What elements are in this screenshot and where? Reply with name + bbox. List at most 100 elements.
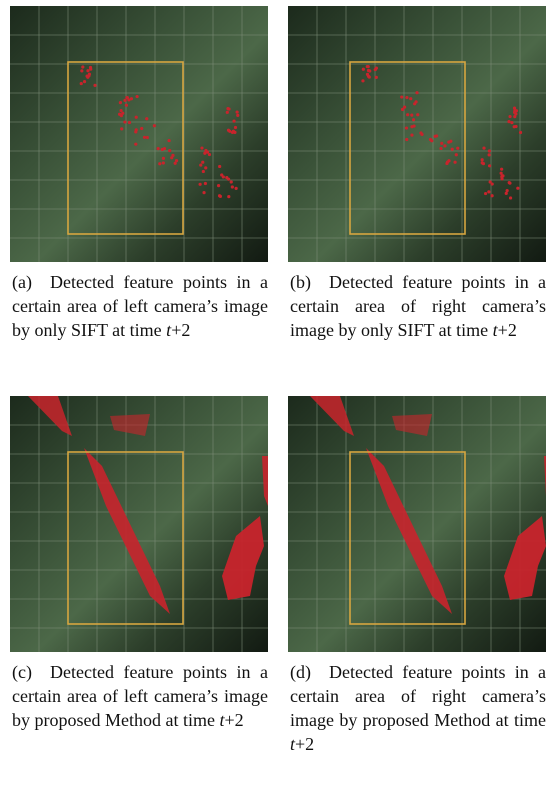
feature-point	[489, 180, 492, 183]
feature-point	[484, 192, 487, 195]
feature-point	[405, 138, 408, 141]
feature-point	[453, 161, 456, 164]
feature-point	[168, 149, 171, 152]
feature-point	[232, 130, 235, 133]
feature-point	[412, 124, 415, 127]
feature-point	[235, 187, 238, 190]
feature-point	[161, 148, 164, 151]
feature-point	[157, 147, 160, 150]
feature-point	[440, 142, 443, 145]
caption: (a)Detected feature points in a certain …	[12, 270, 268, 342]
feature-point	[230, 180, 233, 183]
feature-point	[509, 196, 512, 199]
feature-point	[456, 147, 459, 150]
feature-point	[481, 158, 484, 161]
feature-point	[227, 195, 230, 198]
feature-point	[443, 144, 446, 147]
feature-point	[451, 148, 454, 151]
page: (a)Detected feature points in a certain …	[0, 0, 548, 785]
caption-suffix: +2	[295, 734, 314, 754]
feature-point	[419, 131, 422, 134]
feature-point	[368, 75, 371, 78]
feature-point	[501, 174, 504, 177]
feature-point	[361, 79, 364, 82]
feature-point	[158, 162, 161, 165]
feature-point	[87, 74, 90, 77]
feature-point	[506, 189, 509, 192]
feature-point	[409, 97, 412, 100]
feature-point	[200, 146, 203, 149]
feature-point	[128, 121, 131, 124]
feature-point	[80, 82, 83, 85]
feature-point	[202, 191, 205, 194]
feature-point	[510, 121, 513, 124]
feature-point	[490, 194, 493, 197]
feature-point	[80, 69, 83, 72]
feature-point	[126, 96, 129, 99]
caption-text: Detected feature points in a certain are…	[12, 272, 268, 340]
feature-point	[482, 147, 485, 150]
feature-point	[219, 195, 222, 198]
feature-point	[416, 113, 419, 116]
feature-point	[134, 143, 137, 146]
feature-point	[220, 173, 223, 176]
feature-point	[118, 113, 121, 116]
feature-point	[83, 80, 86, 83]
feature-point	[513, 125, 516, 128]
feature-point	[488, 164, 491, 167]
caption: (d)Detected feature points in a certain …	[290, 660, 546, 756]
feature-point	[508, 115, 511, 118]
feature-point	[405, 126, 408, 129]
feature-point	[228, 130, 231, 133]
feature-point	[121, 112, 124, 115]
feature-point	[123, 120, 126, 123]
feature-point	[488, 149, 491, 152]
feature-point	[199, 183, 202, 186]
feature-point	[507, 120, 510, 123]
feature-point	[449, 140, 452, 143]
feature-point	[412, 118, 415, 121]
feature-point	[217, 184, 220, 187]
feature-point	[231, 185, 234, 188]
feature-point	[167, 139, 170, 142]
feature-point	[500, 177, 503, 180]
feature-point	[400, 95, 403, 98]
feature-point	[218, 165, 221, 168]
feature-point	[362, 68, 365, 71]
image-background	[10, 6, 268, 262]
image-panel	[288, 396, 546, 652]
image-panel	[288, 6, 546, 262]
feature-point	[89, 68, 92, 71]
feature-point	[367, 69, 370, 72]
caption-label: (a)	[12, 272, 32, 292]
feature-point	[120, 127, 123, 130]
feature-point	[515, 109, 518, 112]
image-background	[288, 396, 546, 652]
caption-text: Detected feature points in a certain are…	[290, 662, 546, 730]
caption-suffix: +2	[171, 320, 190, 340]
feature-point	[236, 114, 239, 117]
feature-point	[410, 133, 413, 136]
feature-point	[162, 157, 165, 160]
feature-point	[145, 117, 148, 120]
feature-point	[375, 66, 378, 69]
feature-point	[232, 120, 235, 123]
feature-point	[227, 178, 230, 181]
feature-point	[445, 162, 448, 165]
feature-point	[125, 104, 128, 107]
feature-point	[136, 95, 139, 98]
feature-point	[410, 114, 413, 117]
feature-point	[482, 162, 485, 165]
caption: (c)Detected feature points in a certain …	[12, 660, 268, 732]
feature-point	[93, 84, 96, 87]
feature-point	[508, 181, 511, 184]
feature-point	[234, 126, 237, 129]
feature-point	[203, 152, 206, 155]
feature-point	[500, 168, 503, 171]
feature-point	[430, 139, 433, 142]
feature-point	[414, 100, 417, 103]
feature-point	[119, 109, 122, 112]
feature-point	[514, 112, 517, 115]
feature-point	[226, 111, 229, 114]
image-panel	[10, 396, 268, 652]
